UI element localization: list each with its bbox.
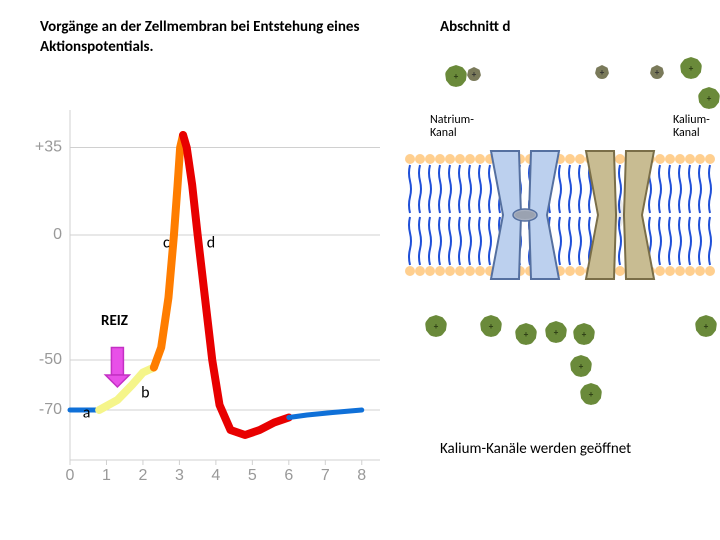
page-title: Vorgänge an der Zellmembran bei Entstehu… bbox=[40, 18, 360, 57]
action-potential-chart: +35 0 -50 -70 0 1 2 3 4 5 6 7 8 REIZ a b c d bbox=[10, 100, 390, 500]
svg-text:Natrium-: Natrium- bbox=[430, 113, 474, 127]
svg-text:6: 6 bbox=[284, 467, 293, 484]
potassium-ion bbox=[480, 315, 502, 337]
svg-text:4: 4 bbox=[211, 467, 220, 484]
svg-text:7: 7 bbox=[321, 467, 330, 484]
potassium-ion bbox=[580, 383, 602, 405]
section-title: Abschnitt d bbox=[440, 18, 510, 36]
svg-text:0: 0 bbox=[53, 226, 62, 243]
potassium-ion bbox=[695, 315, 717, 337]
potassium-ion bbox=[425, 315, 447, 337]
svg-text:-50: -50 bbox=[39, 351, 62, 368]
svg-text:Kanal: Kanal bbox=[430, 126, 457, 140]
svg-text:8: 8 bbox=[357, 467, 366, 484]
svg-text:3: 3 bbox=[175, 467, 184, 484]
svg-text:REIZ: REIZ bbox=[101, 312, 128, 330]
svg-text:5: 5 bbox=[248, 467, 257, 484]
svg-text:+35: +35 bbox=[35, 139, 62, 156]
potassium-ion bbox=[515, 323, 537, 345]
svg-text:Kalium-: Kalium- bbox=[673, 113, 710, 127]
potassium-ion bbox=[545, 321, 567, 343]
svg-text:d: d bbox=[207, 234, 215, 253]
svg-text:Kanal: Kanal bbox=[673, 126, 700, 140]
potassium-ion bbox=[570, 355, 592, 377]
potassium-ion bbox=[573, 323, 595, 345]
membrane-diagram: Natrium-KanalKalium-Kanal bbox=[405, 45, 715, 395]
svg-text:-70: -70 bbox=[39, 401, 62, 418]
svg-text:2: 2 bbox=[138, 467, 147, 484]
svg-text:b: b bbox=[141, 384, 149, 403]
svg-text:0: 0 bbox=[66, 467, 75, 484]
svg-text:c: c bbox=[163, 234, 170, 253]
svg-text:a: a bbox=[83, 404, 91, 423]
caption-text: Kalium-Kanäle werden geöffnet bbox=[440, 440, 631, 458]
svg-text:1: 1 bbox=[102, 467, 111, 484]
